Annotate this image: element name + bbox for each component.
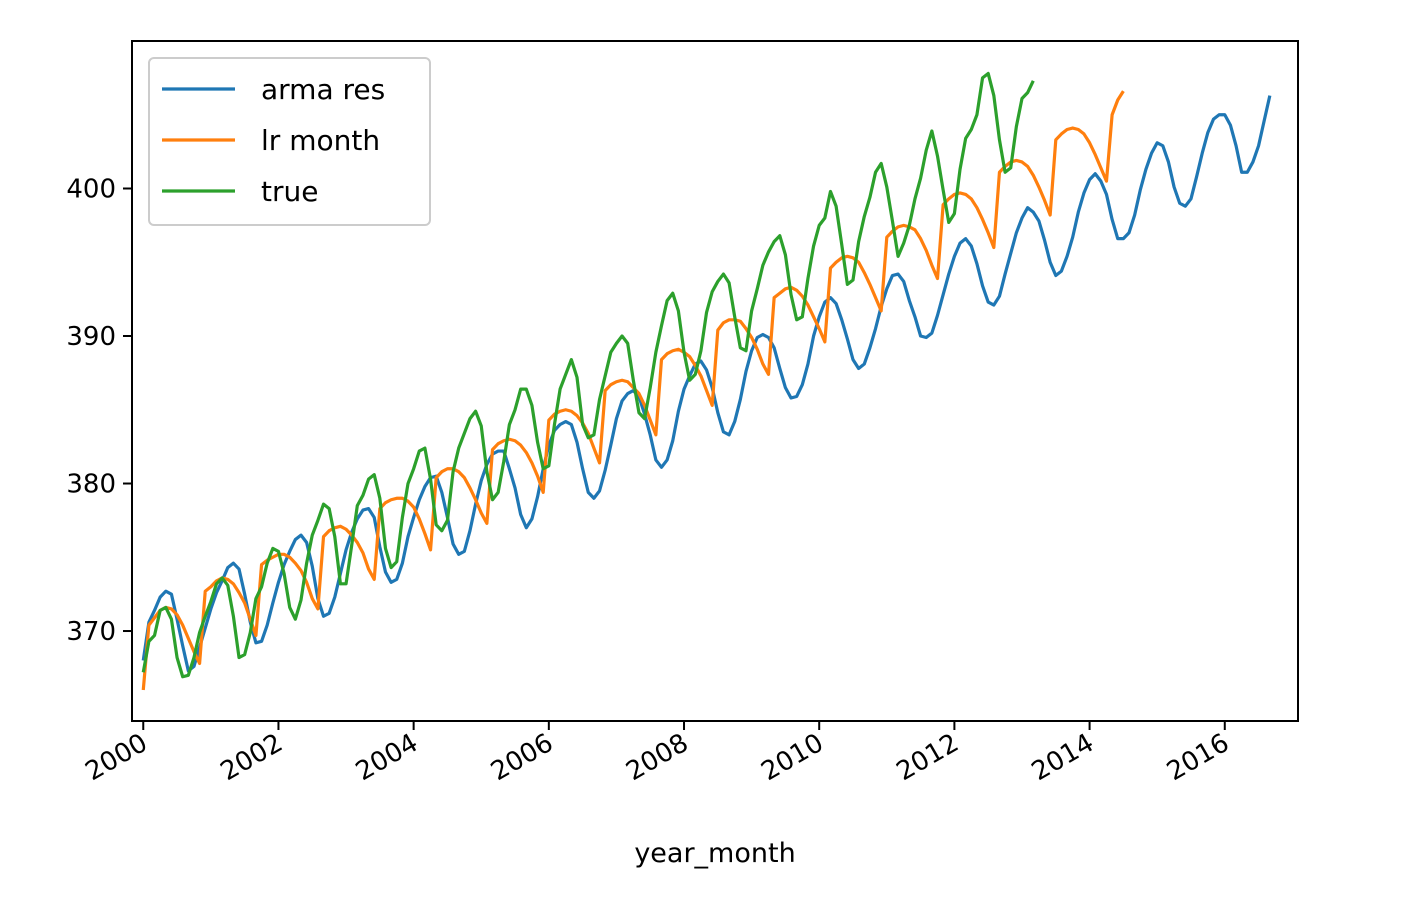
y-tick-label: 380 <box>66 470 116 500</box>
x-tick-label: 2014 <box>1027 728 1099 787</box>
x-tick-label: 2002 <box>216 728 288 787</box>
y-tick-label: 400 <box>66 175 116 205</box>
series-lines <box>141 71 1272 691</box>
legend-box <box>148 57 431 226</box>
series-line-2 <box>141 71 1035 679</box>
x-tick-label: 2016 <box>1162 728 1234 787</box>
legend-label: arma res <box>261 73 385 106</box>
x-tick-label: 2000 <box>80 728 152 787</box>
x-tick-label: 2006 <box>486 728 558 787</box>
y-tick-label: 370 <box>66 617 116 647</box>
x-tick-label: 2008 <box>621 728 693 787</box>
legend: arma res lr month true <box>148 57 431 226</box>
x-tick-label: 2010 <box>756 728 828 787</box>
legend-label: true <box>261 175 318 208</box>
x-tick-label: 2012 <box>892 728 964 787</box>
x-axis: 2000 2002 2004 2006 2008 2010 2012 2014 2016 <box>80 721 1234 787</box>
plot-frame <box>131 40 1299 722</box>
legend-label: lr month <box>261 124 380 157</box>
x-axis-label: year_month <box>634 838 795 869</box>
y-tick-label: 390 <box>66 322 116 352</box>
y-axis: 370 380 390 400 <box>66 175 132 647</box>
series-line-0 <box>141 95 1272 673</box>
x-tick-label: 2004 <box>351 728 423 787</box>
